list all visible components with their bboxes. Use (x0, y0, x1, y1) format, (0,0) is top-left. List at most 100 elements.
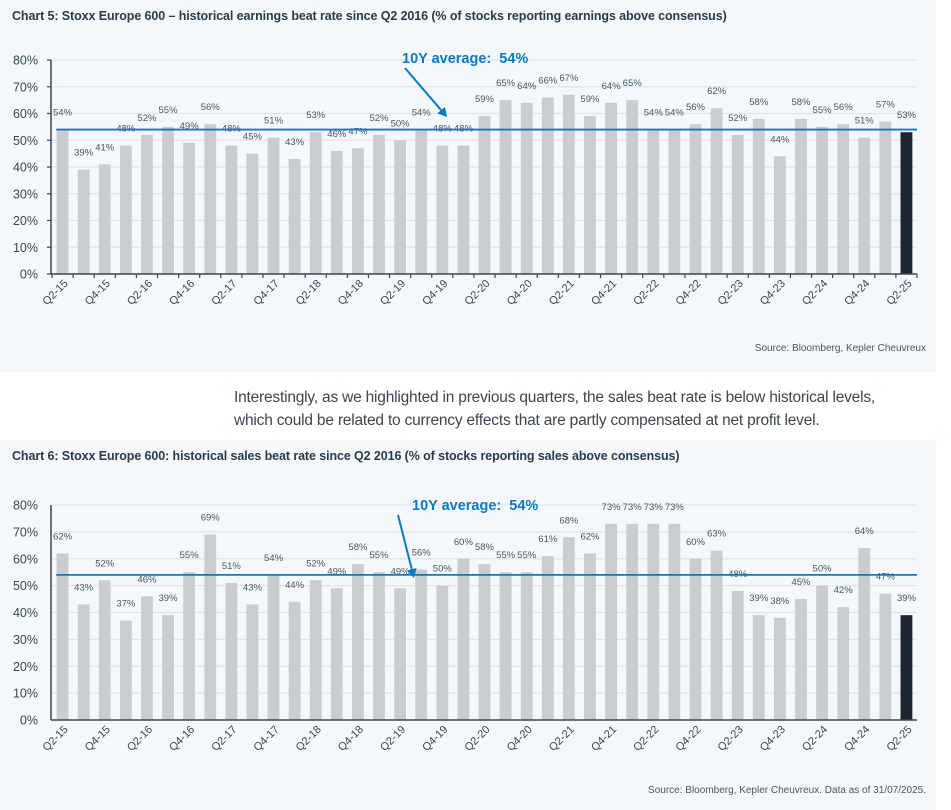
data-label: 63% (707, 529, 727, 540)
data-label: 64% (855, 526, 875, 537)
bar (309, 580, 322, 720)
bar (562, 94, 575, 275)
y-tick-label: 20% (13, 214, 38, 228)
bar (858, 548, 871, 720)
bar (288, 601, 301, 720)
data-label: 66% (538, 75, 558, 86)
bar (309, 132, 322, 274)
bar (98, 164, 111, 274)
x-tick-label: Q4-24 (842, 724, 872, 754)
x-tick-label: Q2-20 (463, 278, 493, 308)
data-label: 51% (222, 561, 242, 572)
bar (119, 620, 132, 720)
arrow-head-icon (406, 568, 417, 578)
data-label: 55% (370, 550, 390, 561)
data-label: 39% (897, 593, 917, 604)
bar (141, 596, 153, 720)
bar (478, 116, 491, 274)
bar (352, 148, 364, 274)
bar (77, 604, 90, 720)
data-label: 54% (412, 108, 432, 119)
bar (689, 558, 702, 720)
bar (731, 134, 744, 274)
bar (710, 550, 723, 720)
x-tick-label: Q2-25 (884, 724, 914, 754)
bar (246, 153, 259, 274)
bar (415, 569, 428, 720)
data-label: 53% (306, 110, 326, 121)
bar (246, 604, 259, 720)
bar (541, 556, 554, 720)
data-label: 57% (876, 100, 896, 111)
y-tick-label: 30% (13, 187, 38, 201)
data-label: 54% (665, 108, 685, 119)
y-tick-label: 40% (13, 161, 38, 175)
data-label: 64% (517, 81, 537, 92)
data-label: 58% (475, 542, 495, 553)
data-label: 46% (137, 574, 157, 585)
data-label: 38% (770, 596, 790, 607)
bar (584, 116, 596, 274)
data-label: 52% (306, 558, 326, 569)
data-label: 44% (285, 580, 305, 591)
chart-5-panel: Chart 5: Stoxx Europe 600 – historical e… (0, 0, 936, 372)
x-tick-label: Q4-20 (505, 278, 535, 308)
bar (56, 129, 69, 274)
x-tick-label: Q2-18 (294, 724, 324, 754)
chart-5-title: Chart 5: Stoxx Europe 600 – historical e… (12, 9, 727, 23)
x-tick-label: Q4-18 (336, 278, 366, 308)
data-label: 55% (159, 105, 179, 116)
arrow-icon (404, 67, 442, 111)
bar (288, 158, 301, 274)
bar (668, 129, 681, 274)
data-label: 50% (391, 118, 411, 129)
data-label: 55% (517, 550, 537, 561)
x-tick-label: Q4-19 (420, 724, 450, 754)
x-tick-label: Q4-16 (167, 278, 197, 308)
data-label: 49% (327, 566, 347, 577)
data-label: 62% (707, 86, 727, 97)
data-label: 60% (454, 537, 474, 548)
y-tick-label: 70% (13, 525, 38, 539)
average-annotation: 10Y average: 54% (412, 498, 538, 514)
commentary-line-2: which could be related to currency effec… (234, 412, 820, 429)
data-label: 39% (749, 593, 769, 604)
bar (520, 102, 533, 274)
data-label: 43% (243, 582, 263, 593)
data-label: 55% (813, 105, 833, 116)
bar (204, 124, 217, 274)
bar (267, 574, 280, 720)
chart-5-source: Source: Bloomberg, Kepler Cheuvreux (754, 343, 926, 354)
data-label: 67% (559, 73, 579, 84)
bar (626, 523, 639, 720)
bar (457, 558, 470, 720)
bar (520, 572, 533, 720)
x-tick-label: Q2-15 (41, 724, 71, 754)
bar (225, 145, 238, 274)
bar (373, 134, 385, 274)
data-label: 69% (201, 513, 221, 524)
data-label: 73% (665, 502, 685, 513)
x-tick-label: Q4-17 (252, 278, 282, 308)
bar (541, 97, 554, 274)
data-label: 55% (496, 550, 516, 561)
y-tick-label: 40% (13, 606, 38, 620)
y-tick-label: 60% (13, 552, 38, 566)
x-tick-label: Q4-15 (83, 724, 113, 754)
bar (752, 118, 765, 274)
data-label: 46% (327, 129, 347, 140)
data-label: 58% (749, 97, 769, 108)
bar (752, 615, 765, 720)
arrow-icon (397, 514, 413, 570)
y-tick-label: 0% (20, 714, 38, 728)
x-tick-label: Q2-16 (125, 278, 155, 308)
data-label: 39% (74, 148, 94, 159)
bar (394, 588, 407, 720)
x-tick-label: Q2-24 (800, 278, 830, 308)
average-annotation: 10Y average: 54% (402, 51, 528, 67)
x-tick-label: Q2-16 (125, 724, 155, 754)
data-label: 55% (180, 550, 200, 561)
bar-latest (900, 615, 913, 720)
commentary-paragraph: Interestingly, as we highlighted in prev… (234, 386, 875, 432)
data-label: 49% (180, 121, 200, 132)
